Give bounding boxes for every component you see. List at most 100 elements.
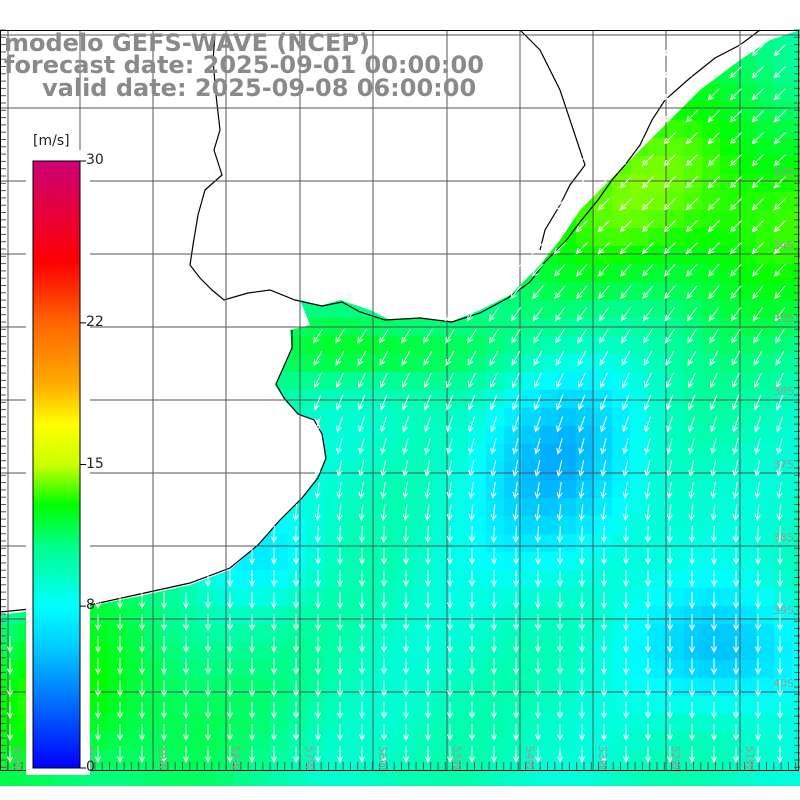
wind-arrow [666, 525, 673, 544]
wind-arrow [688, 614, 696, 632]
speed-cell [576, 660, 594, 678]
speed-cell [558, 660, 576, 678]
wind-arrow [512, 746, 520, 764]
wind-arrow [446, 482, 453, 500]
wind-arrow [732, 525, 739, 544]
speed-cell [630, 534, 648, 552]
wind-arrow [314, 658, 322, 676]
wind-arrow [578, 724, 586, 742]
speed-cell [540, 336, 558, 354]
wind-arrow [489, 350, 499, 367]
speed-cell [450, 678, 468, 696]
wind-arrow [292, 614, 300, 632]
wind-arrow [773, 219, 787, 233]
speed-cell [648, 246, 666, 264]
speed-cell [774, 498, 792, 516]
speed-cell [684, 534, 702, 552]
speed-cell [360, 624, 378, 642]
speed-cell [216, 714, 234, 732]
speed-cell [396, 588, 414, 606]
wind-arrow [688, 724, 696, 742]
speed-cell [720, 174, 738, 192]
speed-cell [378, 696, 396, 714]
wind-arrow [707, 43, 721, 57]
speed-cell [756, 642, 774, 660]
speed-cell [216, 588, 234, 606]
wind-arrow [534, 416, 542, 433]
wind-arrow [644, 724, 652, 742]
speed-cell [648, 516, 666, 534]
speed-cell [666, 408, 684, 426]
speed-cell [342, 552, 360, 570]
wind-arrow [555, 328, 565, 344]
wind-arrow [685, 219, 699, 233]
wind-arrow [160, 614, 168, 632]
wind-arrow [358, 680, 366, 698]
speed-cell [450, 498, 468, 516]
wind-arrow [663, 175, 677, 189]
speed-cell [342, 390, 360, 408]
wind-arrow [534, 460, 541, 477]
speed-cell [342, 444, 360, 462]
speed-cell [468, 372, 486, 390]
speed-cell [540, 750, 558, 768]
wind-arrow [424, 592, 432, 610]
wind-arrow [776, 724, 784, 742]
speed-cell [792, 84, 800, 102]
speed-cell [792, 282, 800, 300]
speed-cell [108, 606, 126, 624]
speed-cell [126, 714, 144, 732]
speed-cell [630, 264, 648, 282]
speed-cell [126, 696, 144, 714]
wind-arrow [94, 724, 102, 742]
wind-arrow [776, 658, 784, 676]
speed-cell [630, 354, 648, 372]
wind-arrow [664, 307, 676, 322]
wind-arrow [707, 241, 721, 255]
wind-arrow [468, 570, 476, 588]
speed-cell [576, 246, 594, 264]
speed-cell [666, 714, 684, 732]
speed-cell [612, 354, 630, 372]
wind-arrow [380, 746, 388, 764]
speed-cell [126, 768, 144, 786]
speed-cell [774, 156, 792, 174]
wind-arrow [336, 724, 344, 742]
speed-cell [468, 426, 486, 444]
speed-cell [702, 282, 720, 300]
speed-cell [702, 660, 720, 678]
wind-arrow [534, 746, 542, 764]
speed-cell [666, 372, 684, 390]
speed-cell [288, 732, 306, 750]
speed-cell [414, 354, 432, 372]
speed-cell [108, 678, 126, 696]
wind-arrow [578, 525, 585, 544]
speed-cell [576, 444, 594, 462]
wind-arrow [729, 263, 742, 277]
wind-arrow [248, 570, 256, 588]
speed-cell [630, 156, 648, 174]
wind-arrow [729, 65, 743, 79]
wind-arrow [644, 460, 651, 477]
speed-cell [630, 300, 648, 318]
wind-arrow [578, 680, 586, 698]
wind-arrow [424, 570, 432, 588]
speed-cell [558, 246, 576, 264]
speed-cell [774, 264, 792, 282]
speed-cell [684, 588, 702, 606]
wind-arrow [754, 460, 761, 477]
speed-cell [486, 534, 504, 552]
speed-cell [666, 696, 684, 714]
speed-cell [450, 624, 468, 642]
speed-cell [648, 210, 666, 228]
speed-cell [612, 372, 630, 390]
colorbar-unit: [m/s] [33, 133, 70, 149]
speed-cell [594, 210, 612, 228]
speed-cell [630, 750, 648, 768]
wind-arrow [270, 658, 278, 676]
wind-arrow [644, 592, 652, 610]
speed-cell [720, 210, 738, 228]
wind-arrow [6, 658, 14, 676]
speed-cell [342, 714, 360, 732]
wind-arrow [402, 636, 410, 654]
